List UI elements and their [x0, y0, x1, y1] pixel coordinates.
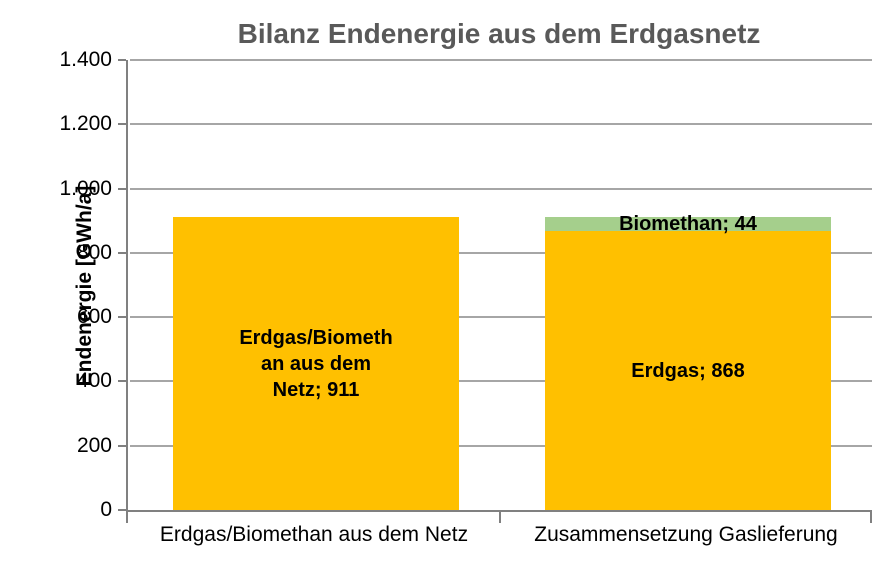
y-tick-label-200: 200 [76, 433, 112, 457]
x-tick-mark-2 [870, 510, 872, 523]
gridline-600 [130, 316, 872, 319]
y-tick-label-0: 0 [100, 498, 112, 521]
y-tick-label-800: 800 [76, 240, 112, 264]
plot-inner: Erdgas/Biometh an aus dem Netz; 911 Erdga… [130, 59, 872, 510]
plot-area: Erdgas/Biometh an aus dem Netz; 911 Erdga… [126, 59, 872, 512]
x-category-label-zusammensetzung-gaslieferung: Zusammensetzung Gaslieferung [534, 523, 838, 546]
y-tick-label-600: 600 [76, 305, 112, 329]
y-tick-mark-1.200 [118, 123, 126, 126]
bar-segment-biomethan: Biomethan; 44 [545, 213, 831, 235]
y-tick-label-1.400: 1.400 [59, 48, 112, 71]
gridline-1.200 [130, 123, 872, 126]
y-tick-mark-1.000 [118, 187, 126, 190]
x-tick-mark-1 [499, 510, 501, 523]
data-label-erdgas-biomethan-aus-dem-netz: Erdgas/Biometh an aus dem Netz; 911 [239, 326, 393, 401]
gridline-800 [130, 251, 872, 254]
y-tick-label-1.000: 1.000 [59, 176, 112, 200]
y-tick-mark-600 [118, 316, 126, 319]
y-tick-mark-800 [118, 251, 126, 254]
y-tick-mark-1.400 [118, 59, 126, 61]
y-tick-mark-200 [118, 444, 126, 447]
y-axis-title: Endenergie [GWh/a] [73, 185, 96, 387]
gridline-1.000 [130, 187, 872, 190]
bar-segment-erdgas-biomethan-aus-dem-netz: Erdgas/Biometh an aus dem Netz; 911 [173, 217, 459, 510]
chart-title: Bilanz Endenergie aus dem Erdgasnetz [237, 18, 761, 49]
y-tick-label-1.200: 1.200 [59, 112, 112, 136]
bar-segment-erdgas: Erdgas; 868 [545, 231, 831, 510]
data-label-erdgas: Erdgas; 868 [631, 359, 745, 382]
gridline-1.400 [130, 59, 872, 61]
gridline-200 [130, 444, 872, 447]
y-tick-mark-400 [118, 380, 126, 383]
y-tick-label-400: 400 [76, 369, 112, 393]
x-category-label-erdgas-biomethan-aus-dem-netz: Erdgas/Biomethan aus dem Netz [159, 523, 469, 546]
gridline-400 [130, 380, 872, 383]
x-tick-mark-0 [126, 510, 128, 523]
y-tick-mark-0 [118, 509, 126, 511]
